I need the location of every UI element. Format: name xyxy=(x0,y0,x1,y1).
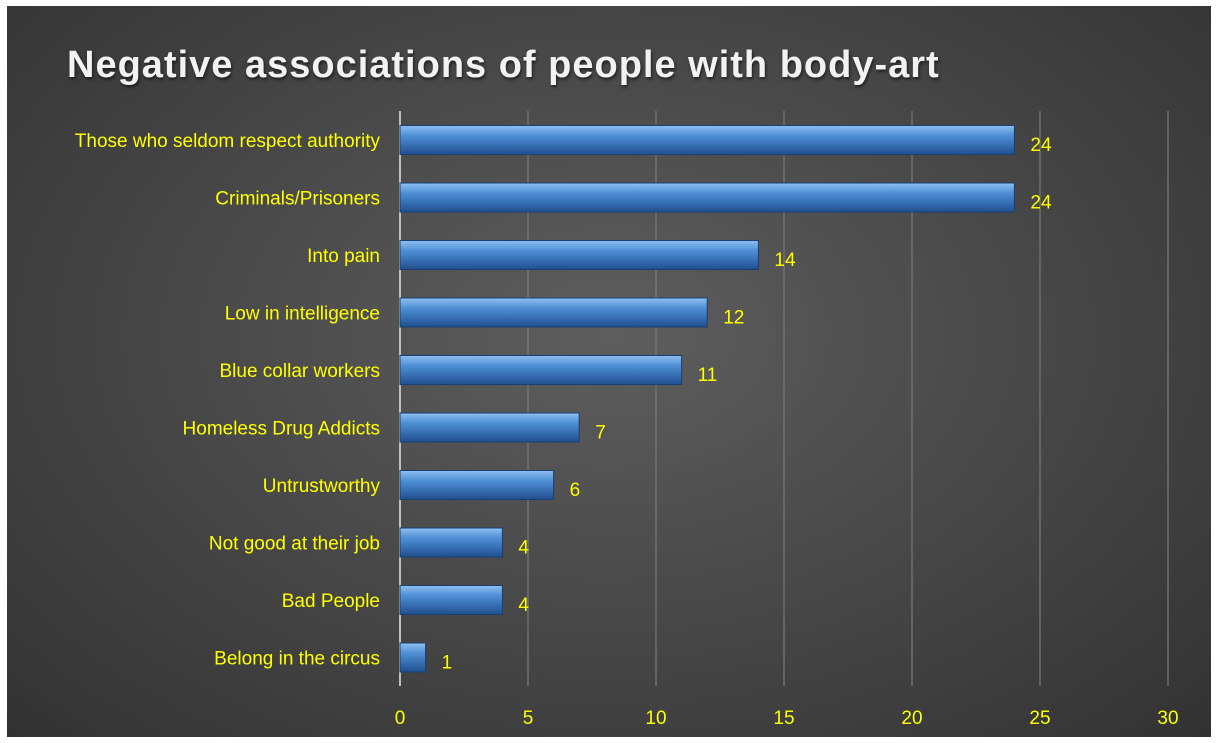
x-tick-label: 5 xyxy=(523,708,534,729)
bar xyxy=(399,297,708,328)
data-label: 1 xyxy=(442,653,453,674)
data-label: 6 xyxy=(570,480,581,501)
data-label: 7 xyxy=(595,423,606,444)
x-tick-label: 10 xyxy=(645,708,666,729)
chart-title: Negative associations of people with bod… xyxy=(67,44,940,86)
bar xyxy=(399,527,503,558)
category-label: Blue collar workers xyxy=(220,361,381,382)
category-label: Low in intelligence xyxy=(225,304,380,325)
category-label: Bad People xyxy=(282,591,380,612)
bar xyxy=(399,125,1015,155)
bar xyxy=(399,182,1015,213)
x-tick-label: 0 xyxy=(395,708,406,729)
bar xyxy=(399,470,555,500)
category-label: Into pain xyxy=(307,246,380,267)
bar xyxy=(399,642,427,673)
data-label: 14 xyxy=(774,250,796,271)
chart-frame: Negative associations of people with bod… xyxy=(7,6,1211,737)
category-label: Untrustworthy xyxy=(263,476,381,497)
bar xyxy=(399,412,580,443)
data-label: 12 xyxy=(723,308,744,329)
category-label: Homeless Drug Addicts xyxy=(183,419,380,440)
x-tick-label: 15 xyxy=(773,708,794,729)
bar xyxy=(399,585,503,615)
bar-chart: 0 5 10 15 20 25 30 Those who seldom respect aut… xyxy=(75,111,1179,729)
data-label: 24 xyxy=(1030,135,1052,156)
x-tick-label: 20 xyxy=(901,708,922,729)
x-tick-label: 30 xyxy=(1157,708,1178,729)
category-label: Not good at their job xyxy=(209,534,380,555)
data-label: 24 xyxy=(1030,193,1052,214)
x-tick-label: 25 xyxy=(1029,708,1050,729)
bar xyxy=(399,240,759,270)
data-label: 4 xyxy=(518,595,529,616)
category-label: Those who seldom respect authority xyxy=(75,131,381,152)
category-label: Criminals/Prisoners xyxy=(215,189,380,210)
data-label: 4 xyxy=(518,538,529,559)
data-label: 11 xyxy=(698,365,718,386)
category-label: Belong in the circus xyxy=(214,649,380,670)
bar xyxy=(399,355,683,385)
